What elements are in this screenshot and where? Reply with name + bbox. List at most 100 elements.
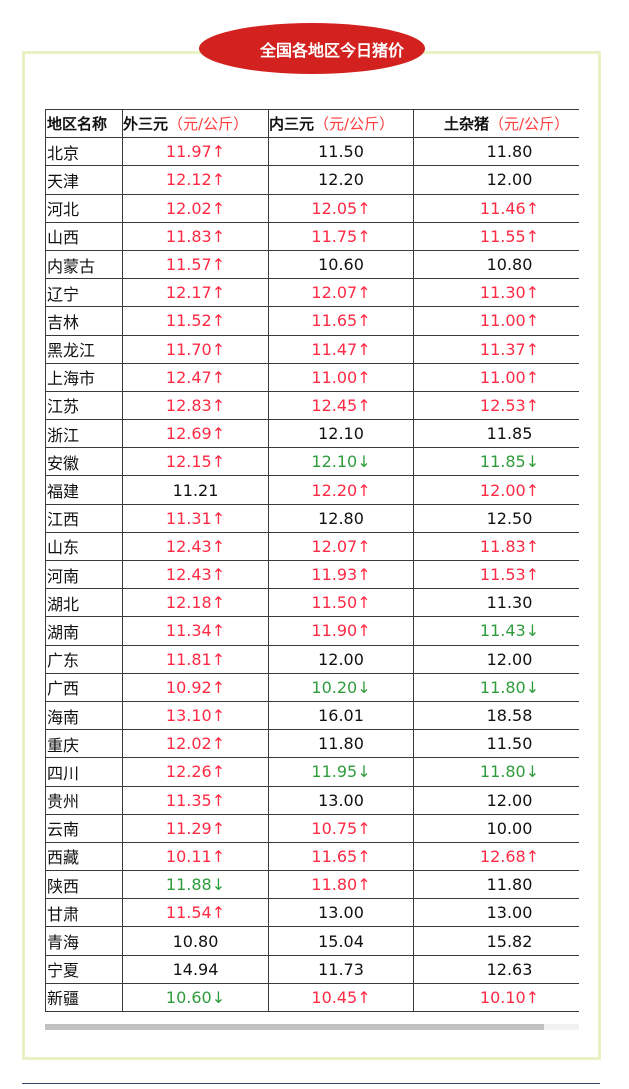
region-name: 北京 (45, 137, 123, 167)
horizontal-scrollbar[interactable] (45, 1024, 579, 1030)
region-name: 贵州 (45, 785, 123, 815)
table-row: 浙江 12.69↑ 12.10 11.85 (45, 419, 579, 449)
price-inner-three: 11.65↑ (268, 841, 414, 872)
price-inner-three: 11.93↑ (268, 559, 414, 590)
price-outer-three: 12.83↑ (122, 390, 269, 421)
price-native: 12.00 (413, 785, 579, 815)
price-inner-three: 11.50 (268, 137, 414, 167)
region-name: 四川 (45, 757, 123, 787)
price-outer-three: 12.43↑ (122, 559, 269, 590)
price-native: 11.30↑ (413, 278, 579, 308)
region-name: 湖南 (45, 616, 123, 646)
table-row: 青海 10.80 15.04 15.82 (45, 926, 579, 956)
price-outer-three: 11.97↑ (122, 137, 269, 167)
table-row: 山西 11.83↑ 11.75↑ 11.55↑ (45, 221, 579, 251)
table-row: 上海市 12.47↑ 11.00↑ 11.00↑ (45, 362, 579, 392)
table-header-row: 地区名称 外三元（元/公斤） 内三元（元/公斤） 土杂猪（元/公斤） (45, 109, 579, 139)
table-row: 北京 11.97↑ 11.50 11.80 (45, 137, 579, 167)
price-outer-three: 12.69↑ (122, 419, 269, 449)
price-native: 11.80↓ (413, 672, 579, 702)
table-row: 河南 12.43↑ 11.93↑ 11.53↑ (45, 559, 579, 590)
price-native: 11.50 (413, 729, 579, 759)
price-native: 11.00↑ (413, 306, 579, 336)
header-col1-label: 外三元 (123, 115, 169, 134)
price-inner-three: 10.60 (268, 249, 414, 280)
price-inner-three: 16.01 (268, 700, 414, 731)
header-col3-unit: （元/公斤） (489, 115, 570, 134)
header-col2: 内三元（元/公斤） (268, 109, 414, 139)
price-native: 10.80 (413, 249, 579, 280)
region-name: 上海市 (45, 362, 123, 392)
price-inner-three: 12.05↑ (268, 193, 414, 223)
region-name: 福建 (45, 475, 123, 505)
price-outer-three: 11.57↑ (122, 249, 269, 280)
price-inner-three: 11.47↑ (268, 334, 414, 364)
region-name: 天津 (45, 165, 123, 195)
price-outer-three: 10.60↓ (122, 982, 269, 1012)
price-outer-three: 11.83↑ (122, 221, 269, 251)
price-native: 11.30 (413, 588, 579, 618)
price-native: 12.68↑ (413, 841, 579, 872)
price-native: 10.00 (413, 813, 579, 843)
price-inner-three: 12.00 (268, 644, 414, 674)
scrollbar-thumb[interactable] (45, 1024, 544, 1030)
price-outer-three: 10.80 (122, 926, 269, 956)
price-outer-three: 11.54↑ (122, 898, 269, 928)
table-row: 宁夏 14.94 11.73 12.63 (45, 954, 579, 984)
price-outer-three: 11.34↑ (122, 616, 269, 646)
price-outer-three: 12.43↑ (122, 531, 269, 562)
price-native: 12.63 (413, 954, 579, 984)
region-name: 河北 (45, 193, 123, 223)
table-row: 海南 13.10↑ 16.01 18.58 (45, 700, 579, 731)
price-inner-three: 10.45↑ (268, 982, 414, 1012)
price-inner-three: 11.95↓ (268, 757, 414, 787)
region-name: 新疆 (45, 982, 123, 1012)
region-name: 陕西 (45, 870, 123, 900)
price-table-container: 地区名称 外三元（元/公斤） 内三元（元/公斤） 土杂猪（元/公斤） 北京 11.… (45, 109, 579, 1012)
price-inner-three: 12.45↑ (268, 390, 414, 421)
header-col1-unit: （元/公斤） (168, 115, 249, 134)
divider (22, 1083, 600, 1084)
table-row: 四川 12.26↑ 11.95↓ 11.80↓ (45, 757, 579, 787)
region-name: 内蒙古 (45, 249, 123, 280)
price-native: 11.53↑ (413, 559, 579, 590)
table-row: 江西 11.31↑ 12.80 12.50 (45, 503, 579, 533)
price-outer-three: 11.35↑ (122, 785, 269, 815)
page-title: 全国各地区今日猪价 (199, 23, 425, 74)
region-name: 广东 (45, 644, 123, 674)
price-inner-three: 11.65↑ (268, 306, 414, 336)
price-outer-three: 11.70↑ (122, 334, 269, 364)
region-name: 辽宁 (45, 278, 123, 308)
region-name: 吉林 (45, 306, 123, 336)
price-native: 11.37↑ (413, 334, 579, 364)
table-row: 吉林 11.52↑ 11.65↑ 11.00↑ (45, 306, 579, 336)
region-name: 宁夏 (45, 954, 123, 984)
price-outer-three: 11.88↓ (122, 870, 269, 900)
region-name: 江苏 (45, 390, 123, 421)
table-row: 广东 11.81↑ 12.00 12.00 (45, 644, 579, 674)
price-inner-three: 12.07↑ (268, 278, 414, 308)
price-native: 11.46↑ (413, 193, 579, 223)
price-outer-three: 10.11↑ (122, 841, 269, 872)
price-outer-three: 11.52↑ (122, 306, 269, 336)
table-row: 陕西 11.88↓ 11.80↑ 11.80 (45, 870, 579, 900)
table-row: 贵州 11.35↑ 13.00 12.00 (45, 785, 579, 815)
table-row: 甘肃 11.54↑ 13.00 13.00 (45, 898, 579, 928)
price-inner-three: 13.00 (268, 898, 414, 928)
header-col2-label: 内三元 (269, 115, 315, 134)
price-inner-three: 11.75↑ (268, 221, 414, 251)
table-row: 重庆 12.02↑ 11.80 11.50 (45, 729, 579, 759)
price-outer-three: 12.15↑ (122, 447, 269, 477)
price-outer-three: 11.81↑ (122, 644, 269, 674)
header-col3: 土杂猪（元/公斤） (413, 109, 579, 139)
region-name: 重庆 (45, 729, 123, 759)
price-inner-three: 12.20↑ (268, 475, 414, 505)
price-outer-three: 12.26↑ (122, 757, 269, 787)
price-native: 11.55↑ (413, 221, 579, 251)
table-row: 江苏 12.83↑ 12.45↑ 12.53↑ (45, 390, 579, 421)
price-native: 11.83↑ (413, 531, 579, 562)
price-native: 11.43↓ (413, 616, 579, 646)
price-native: 12.53↑ (413, 390, 579, 421)
price-outer-three: 11.21 (122, 475, 269, 505)
region-name: 甘肃 (45, 898, 123, 928)
